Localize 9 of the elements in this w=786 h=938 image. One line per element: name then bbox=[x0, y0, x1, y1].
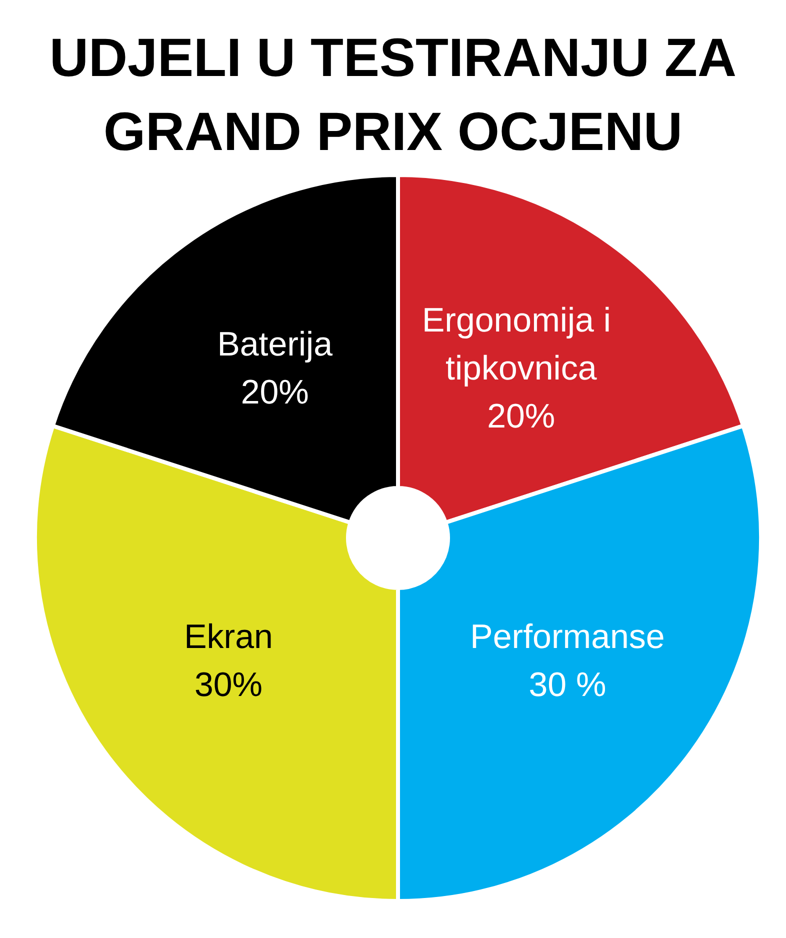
slice-label: Performanse bbox=[470, 618, 665, 656]
slice-label: Ergonomija i tipkovnica bbox=[422, 302, 620, 388]
data-label: 20% bbox=[240, 374, 309, 412]
data-label: 20% bbox=[487, 398, 556, 436]
slice-label: Ekran bbox=[184, 618, 273, 656]
data-label: 30 % bbox=[528, 666, 606, 704]
slice-label: Baterija bbox=[217, 326, 333, 364]
chart-title: UDJELI U TESTIRANJU ZA GRAND PRIX OCJENU bbox=[49, 28, 737, 162]
data-label: 30% bbox=[194, 666, 263, 704]
